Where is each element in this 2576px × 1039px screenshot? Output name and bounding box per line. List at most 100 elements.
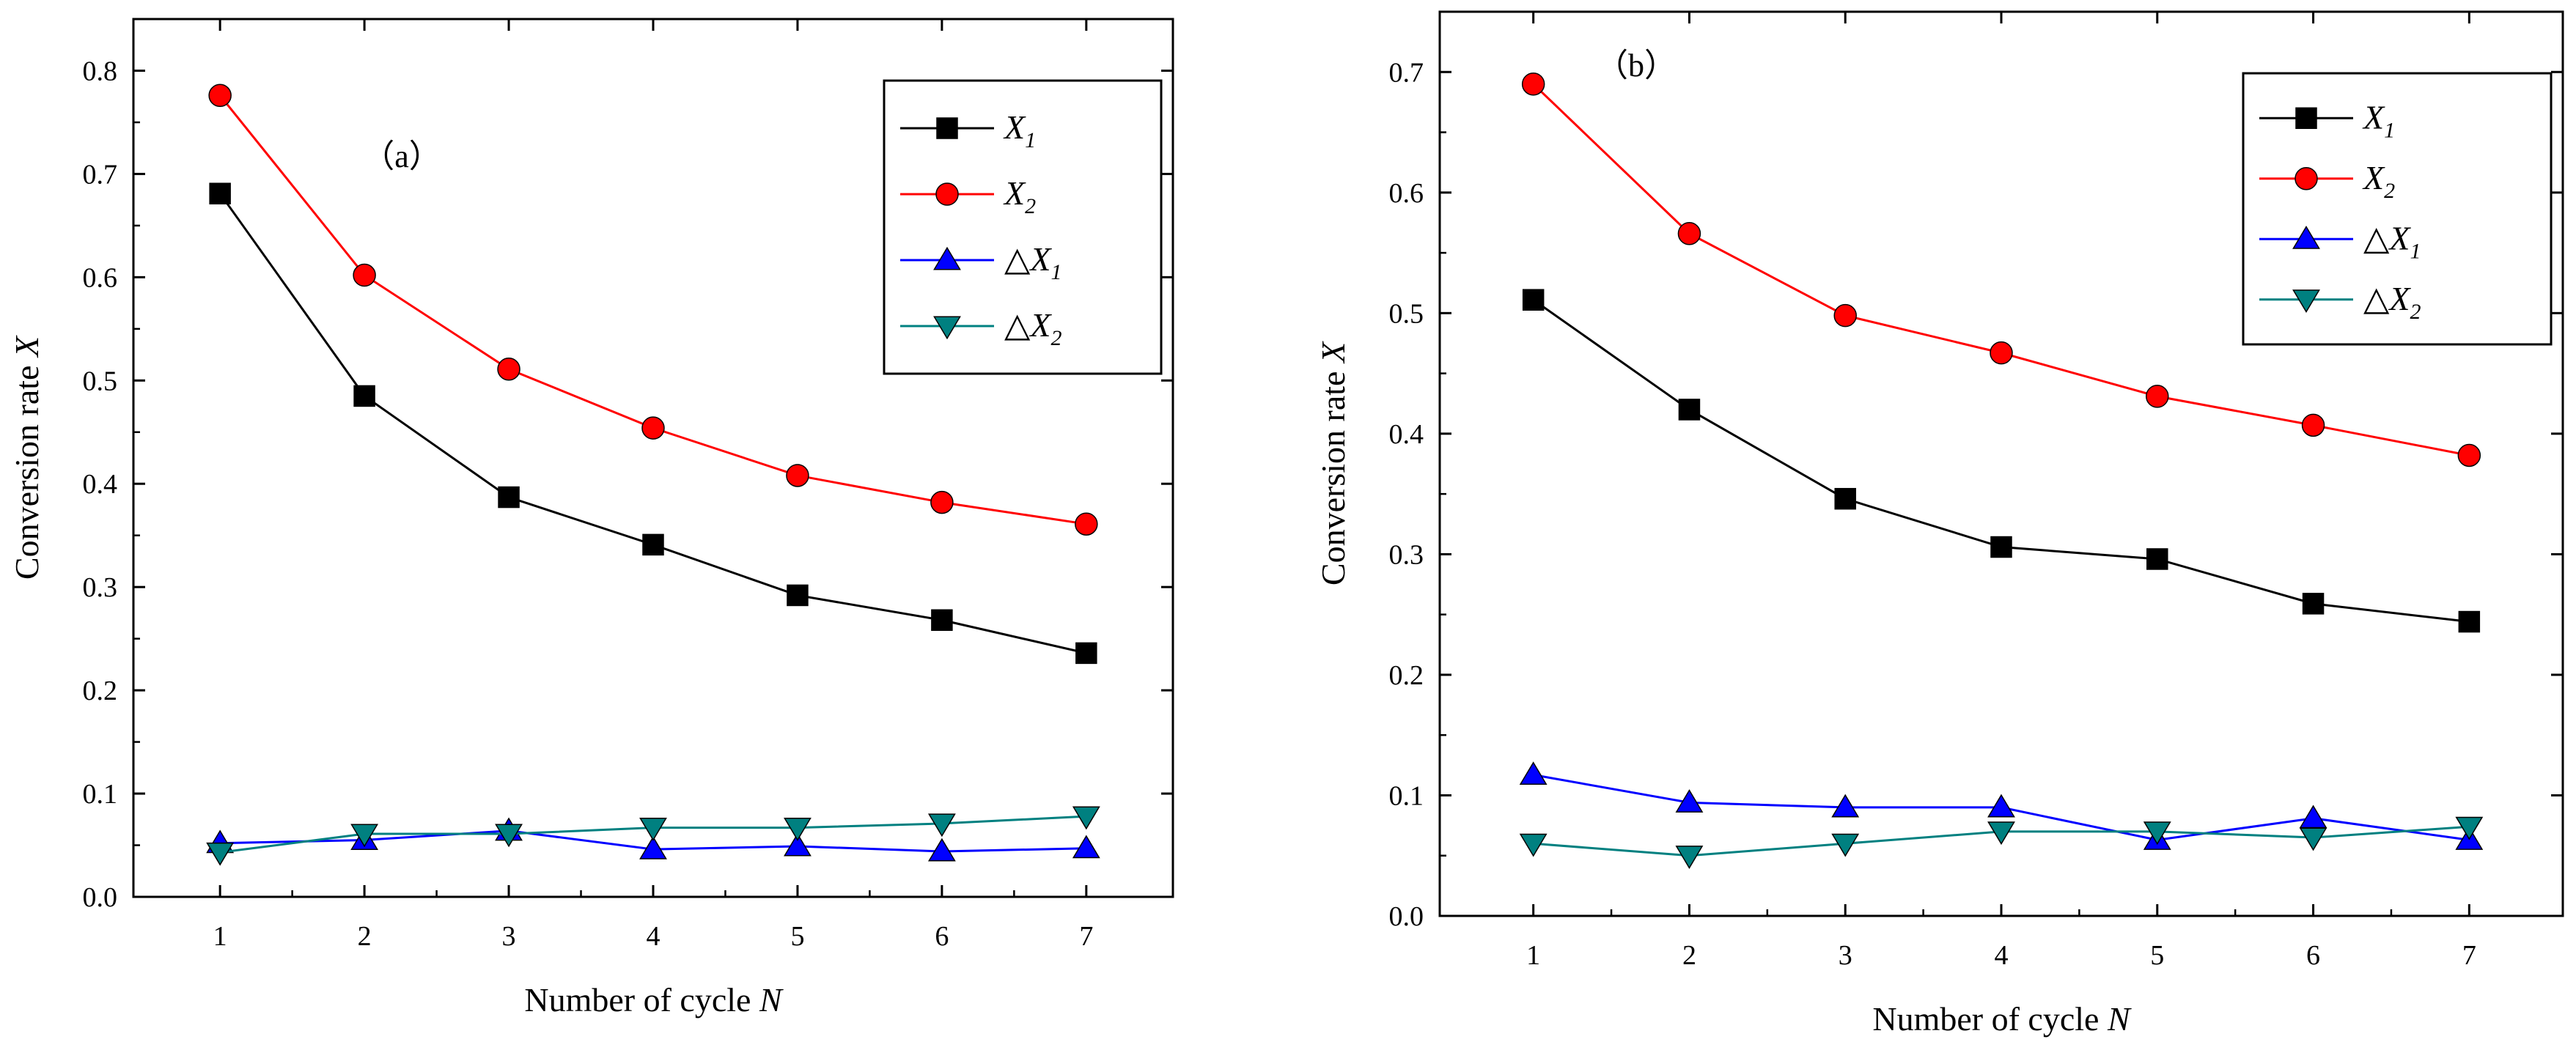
legend-frame — [883, 79, 1163, 375]
data-point — [1990, 341, 2013, 365]
legend-var: X — [2362, 159, 2385, 196]
x-tick-label: 5 — [2150, 940, 2164, 971]
data-point — [927, 813, 956, 838]
legend-marker — [933, 246, 961, 270]
legend-var: X — [2388, 219, 2411, 256]
legend-subscript: 1 — [2410, 239, 2421, 263]
legend-var: X — [1028, 240, 1052, 278]
legend-marker — [936, 117, 958, 139]
y-axis-title-var: X — [1314, 341, 1352, 364]
legend-marker — [2292, 289, 2320, 314]
data-point — [1834, 487, 1856, 510]
legend-prefix: △ — [1004, 240, 1031, 278]
data-point — [641, 416, 665, 440]
y-tick-label: 0.4 — [1389, 419, 1424, 450]
data-point — [1072, 835, 1100, 859]
legend-label: △X1 — [1004, 240, 1062, 284]
x-axis-title: Number of cycle N — [1872, 1000, 2132, 1038]
data-point — [2299, 805, 2327, 829]
x-tick-label: 6 — [2306, 940, 2320, 971]
legend-subscript: 1 — [1025, 128, 1036, 152]
panel-label: （b） — [1596, 48, 1677, 84]
x-tick-label: 4 — [1995, 940, 2009, 971]
x-axis-title-var: N — [2107, 1000, 2132, 1038]
legend-prefix: △ — [2363, 280, 2390, 317]
x-axis-title: Number of cycle N — [524, 981, 784, 1018]
legend-item-1: X2 — [2259, 159, 2395, 203]
legend-item-0: X1 — [2259, 98, 2395, 142]
y-tick-label: 0.5 — [1389, 298, 1424, 329]
legend-label: △X1 — [2363, 219, 2421, 263]
legend-label: X2 — [1003, 174, 1036, 218]
data-point — [2458, 610, 2481, 633]
data-point — [1675, 789, 1704, 813]
x-tick-label: 3 — [502, 921, 516, 952]
x-tick-label: 4 — [647, 921, 660, 952]
legend-subscript: 2 — [1025, 194, 1036, 218]
y-axis-title-var: X — [8, 335, 45, 358]
data-point — [1831, 833, 1860, 857]
data-point — [208, 84, 232, 108]
legend-var: X — [1028, 306, 1052, 344]
x-axis-title-var: N — [759, 981, 784, 1018]
y-tick-label: 0.1 — [1389, 780, 1424, 811]
data-point — [1075, 642, 1097, 665]
legend-subscript: 1 — [1051, 260, 1062, 284]
panel-label: （a） — [362, 138, 441, 174]
data-point — [2146, 548, 2168, 570]
y-tick-label: 0.0 — [1389, 901, 1424, 932]
legend-prefix: △ — [1004, 306, 1031, 344]
data-point — [931, 609, 953, 632]
data-point — [786, 464, 809, 487]
x-tick-label: 7 — [2462, 940, 2476, 971]
data-point — [1990, 536, 2012, 558]
data-point — [642, 533, 664, 556]
data-point — [353, 385, 375, 407]
legend-label: X1 — [2362, 98, 2395, 142]
data-point — [1675, 846, 1704, 869]
y-tick-label: 0.5 — [83, 366, 118, 396]
data-point — [209, 182, 231, 204]
data-point — [2299, 827, 2327, 851]
legend-marker — [2292, 225, 2320, 249]
data-point — [2143, 821, 2171, 846]
data-point — [497, 358, 520, 381]
data-point — [353, 263, 376, 287]
series-2 — [1519, 761, 2484, 850]
chart-panel-b: 0.0 0.1 0.2 0.3 0.4 0.5 0.6 0.7 1 2 3 4 5 6 7 Number of… — [1314, 10, 2564, 1038]
data-point — [927, 838, 956, 862]
data-point — [1987, 821, 2015, 846]
data-point — [498, 486, 520, 509]
y-tick-label: 0.3 — [83, 572, 118, 603]
y-tick-label: 0.6 — [83, 262, 118, 293]
x-tick-label: 3 — [1839, 940, 1852, 971]
chart-panel-a: 0.0 0.1 0.2 0.3 0.4 0.5 0.6 0.7 0.8 1 2 3 4 5 6 7 Number… — [8, 18, 1174, 1018]
data-point — [1678, 399, 1701, 421]
x-axis-title-text: Number of cycle — [1872, 1000, 2108, 1038]
y-tick-label: 0.7 — [1389, 57, 1424, 88]
legend-label: X1 — [1003, 108, 1036, 152]
data-point — [639, 818, 667, 841]
y-axis-title-text: Conversion rate — [1314, 363, 1352, 585]
data-point — [1521, 72, 1545, 96]
x-tick-label: 1 — [213, 921, 227, 952]
legend-marker — [2295, 167, 2318, 191]
legend-item-1: X2 — [900, 174, 1036, 218]
y-axis-title: Conversion rate X — [8, 335, 45, 580]
y-tick-label: 0.6 — [1389, 178, 1424, 209]
legend-var: X — [1003, 108, 1026, 146]
legend-subscript: 2 — [2384, 179, 2395, 203]
data-point — [350, 824, 379, 848]
legend-marker — [933, 316, 961, 340]
y-tick-label: 0.4 — [83, 469, 118, 500]
series-3 — [1519, 816, 2484, 869]
y-tick-label: 0.7 — [83, 159, 118, 190]
x-tick-label: 2 — [1682, 940, 1696, 971]
data-point — [930, 490, 954, 514]
data-point — [1833, 303, 1857, 328]
series-0 — [1522, 289, 2481, 633]
y-tick-label: 0.3 — [1389, 539, 1424, 570]
data-point — [2146, 385, 2169, 408]
